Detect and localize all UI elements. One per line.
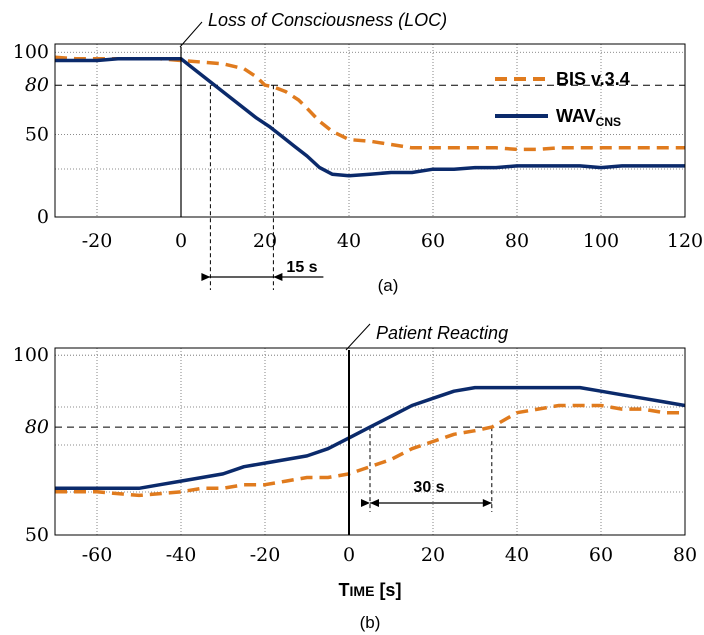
- x-tick-label-0: -60: [82, 544, 113, 566]
- y-tick-label-0: 50: [25, 524, 49, 546]
- x-tick-label-4: 20: [421, 544, 445, 566]
- plot-frame: [54, 347, 686, 536]
- y-tick-label-1: 50: [25, 124, 49, 146]
- x-tick-label-1: 0: [175, 230, 187, 252]
- series-bis-line: [55, 403, 685, 498]
- interval-arrow-head-end: [482, 499, 492, 507]
- x-tick-label-6: 100: [583, 230, 619, 252]
- panel-b-axes: [54, 347, 686, 536]
- panel-b-tick-labels: -60 -40 -20 0 20 40 60 80 50 80 100: [13, 344, 697, 566]
- y-tick-label-2: 100: [13, 344, 49, 366]
- interval-b-label: 30 s: [413, 479, 444, 496]
- x-tick-label-0: -20: [82, 230, 113, 252]
- y-tick-label-1: 80: [25, 416, 49, 438]
- legend-bis-label: BIS v.3.4: [556, 69, 630, 89]
- reacting-annotation: Patient Reacting: [376, 323, 508, 343]
- panel-a-tick-labels: -20 0 20 40 60 80 100 120 0 50 80 100: [13, 41, 703, 252]
- legend-wav-sub: CNS: [596, 115, 621, 129]
- x-tick-label-7: 80: [673, 544, 697, 566]
- interval-arrow-head-start-inner: [370, 499, 379, 507]
- panel-a: -20 0 20 40 60 80 100 120 0 50 80 100 Loss of Consc…: [13, 10, 703, 295]
- x-tick-label-7: 120: [667, 230, 703, 252]
- panel-b-marker-lines: [369, 427, 493, 512]
- x-tick-label-6: 60: [589, 544, 613, 566]
- x-tick-label-2: -20: [250, 544, 281, 566]
- x-tick-label-3: 40: [337, 230, 361, 252]
- reacting-annotation-leader: [345, 323, 371, 351]
- plot-frame: [54, 43, 686, 218]
- panel-b-interval: [361, 499, 492, 507]
- loc-annotation-leader: [179, 21, 203, 48]
- y-tick-label-0: 0: [37, 206, 49, 228]
- x-axis-title-rest: IME: [350, 583, 375, 599]
- panel-a-marker-lines: [209, 85, 274, 290]
- x-tick-label-4: 60: [421, 230, 445, 252]
- interval-arrow-head-start: [201, 273, 211, 281]
- panel-a-axes: [54, 43, 686, 218]
- y-tick-label-2: 80: [25, 74, 49, 96]
- interval-arrow-head-start: [361, 499, 370, 507]
- x-axis-title-unit: [s]: [374, 580, 401, 600]
- interval-a-label: 15 s: [286, 259, 317, 276]
- legend-wav-name: WAV: [556, 106, 596, 126]
- series-wav-line: [55, 57, 685, 178]
- panel-a-interval: [201, 273, 324, 281]
- x-axis-title: TIME [s]: [339, 580, 402, 600]
- x-tick-label-3: 0: [343, 544, 355, 566]
- panel-b-series: [55, 385, 685, 498]
- panel-b: -60 -40 -20 0 20 40 60 80 50 80 100 Patient Reacti…: [13, 323, 697, 632]
- x-tick-label-2: 20: [253, 230, 277, 252]
- x-tick-label-5: 80: [505, 230, 529, 252]
- x-tick-label-5: 40: [505, 544, 529, 566]
- interval-arrow-head-end: [273, 273, 283, 281]
- series-wav-line: [55, 385, 685, 491]
- caption-a: (a): [378, 276, 399, 295]
- y-tick-label-3: 100: [13, 41, 49, 63]
- loc-annotation: Loss of Consciousness (LOC): [208, 10, 447, 30]
- legend: BIS v.3.4 WAVCNS: [495, 69, 630, 129]
- panel-a-series: [55, 55, 685, 178]
- x-axis-title-initial: T: [339, 580, 350, 600]
- legend-wav-label: WAVCNS: [556, 106, 621, 129]
- x-tick-label-1: -40: [166, 544, 197, 566]
- caption-b: (b): [360, 613, 381, 632]
